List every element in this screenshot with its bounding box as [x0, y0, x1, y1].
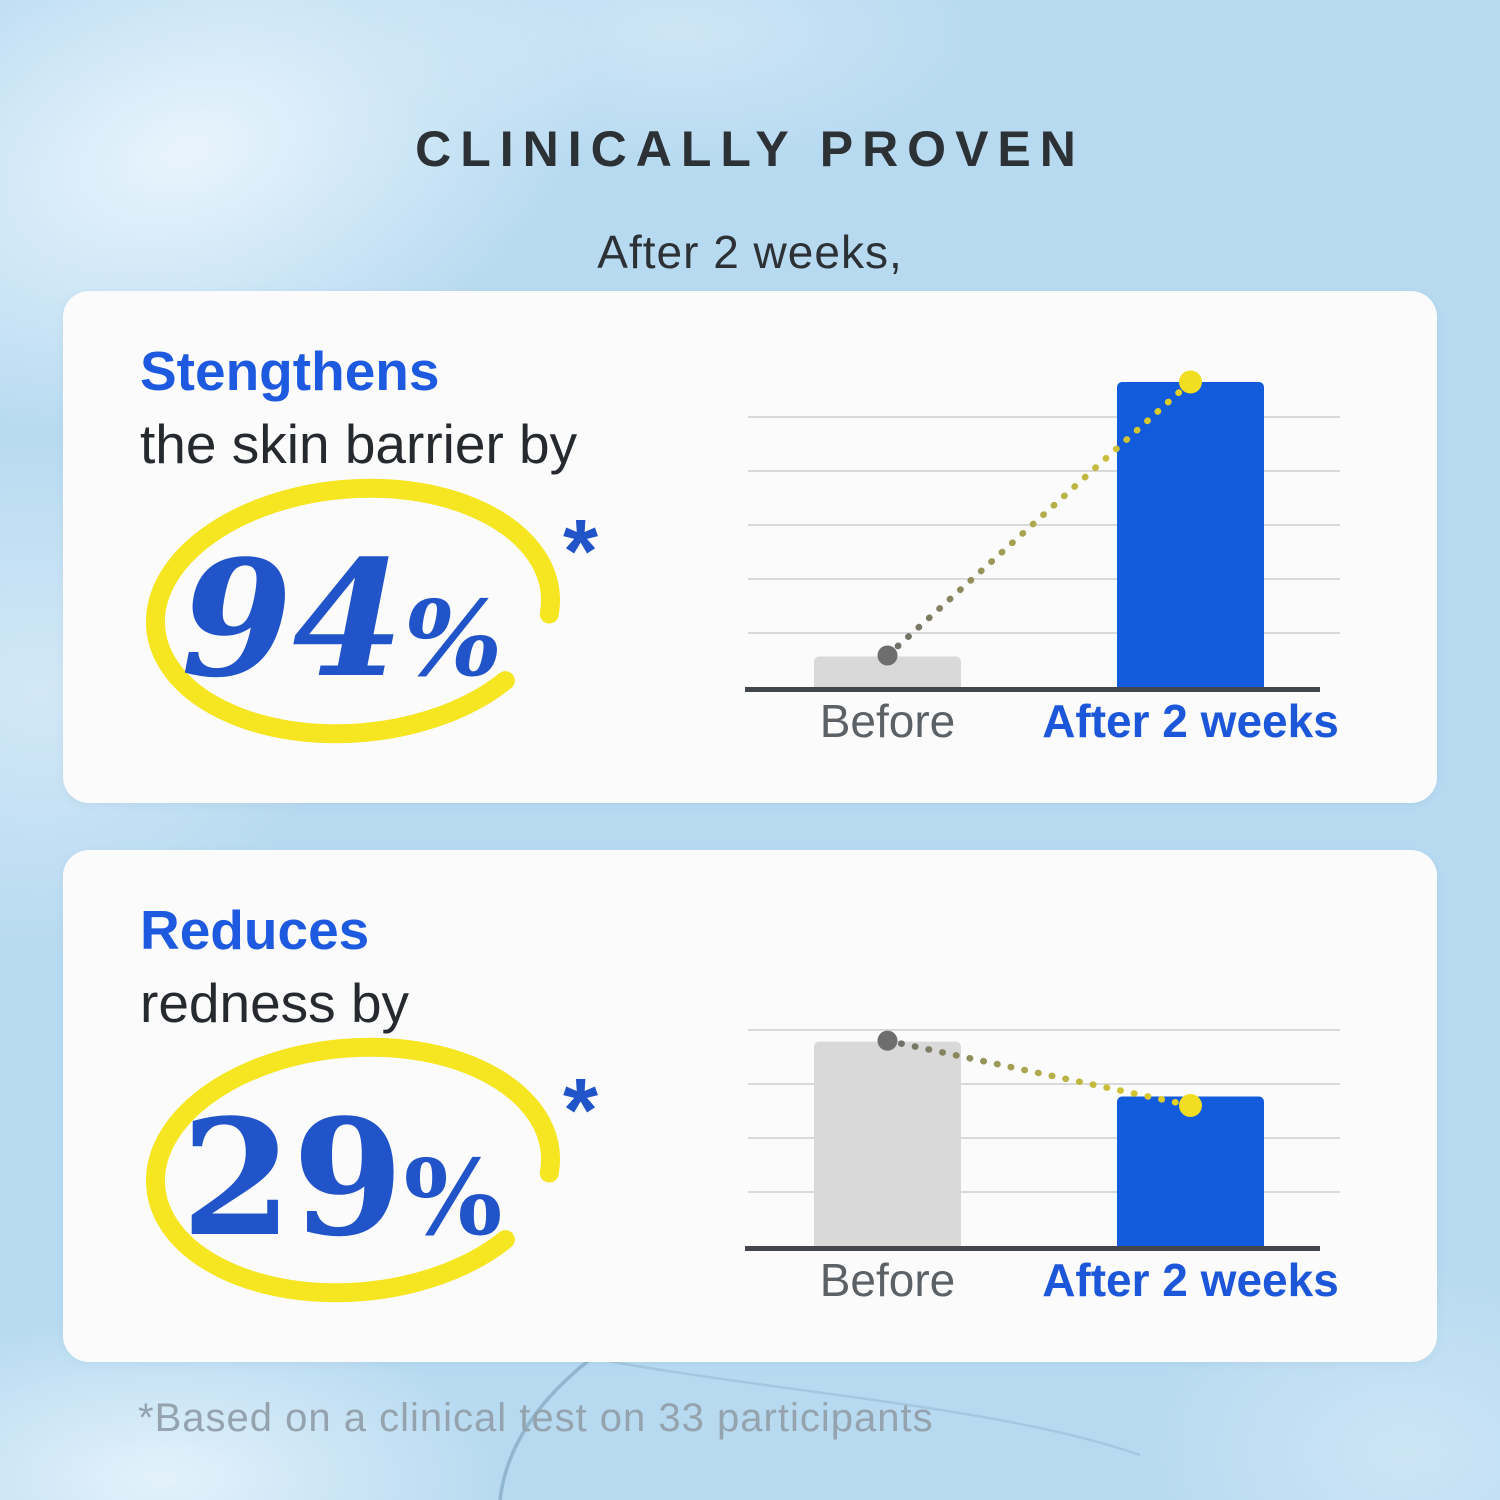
- trend-dotted-line: [884, 1037, 1194, 1109]
- category-label-before: Before: [820, 695, 956, 747]
- page-subtitle: After 2 weeks,: [597, 226, 903, 278]
- category-label-before: Before: [820, 1254, 956, 1306]
- trend-start-dot: [877, 1030, 898, 1051]
- hand-drawn-circle-highlight: [145, 1037, 561, 1303]
- card-redness: Reduces redness by 29% * Before After 2 w…: [63, 850, 1437, 1362]
- stat-asterisk: *: [563, 1061, 599, 1161]
- bar-chart-skin-barrier: Before After 2 weeks: [745, 370, 1340, 747]
- trend-start-dot: [877, 645, 898, 666]
- page-title: CLINICALLY PROVEN: [415, 121, 1085, 177]
- trend-end-dot: [1179, 1094, 1202, 1118]
- bar-before: [814, 656, 961, 692]
- category-label-after-2-weeks: After 2 weeks: [1042, 695, 1339, 747]
- card-headline: Stengthens the skin barrier by: [140, 335, 577, 481]
- stat-value: 29: [181, 1084, 404, 1272]
- bar-after-2-weeks: [1117, 1096, 1264, 1251]
- trend-end-dot: [1179, 370, 1202, 394]
- headline-rest: redness by: [140, 972, 410, 1035]
- hand-drawn-circle-highlight: [145, 478, 561, 744]
- stat-percentage: 29%: [181, 1098, 502, 1258]
- header: CLINICALLY PROVEN After 2 weeks,: [0, 122, 1500, 279]
- trend-dotted-line: [884, 378, 1194, 659]
- bar-chart-redness: Before After 2 weeks: [745, 1029, 1340, 1306]
- headline-accent: Reduces: [140, 899, 370, 961]
- card-headline: Reduces redness by: [140, 894, 409, 1040]
- footnote: *Based on a clinical test on 33 particip…: [138, 1396, 934, 1440]
- category-label-after-2-weeks: After 2 weeks: [1042, 1254, 1339, 1306]
- card-skin-barrier: Stengthens the skin barrier by 94% * Bef…: [63, 291, 1437, 803]
- stat-asterisk: *: [563, 502, 599, 602]
- stat-value: 94: [181, 525, 404, 713]
- headline-accent: Stengthens: [140, 340, 440, 402]
- stat-percentage: 94%: [181, 539, 502, 699]
- stat-unit: %: [403, 577, 503, 700]
- headline-rest: the skin barrier by: [140, 413, 578, 476]
- bar-before: [814, 1041, 961, 1251]
- bar-after-2-weeks: [1117, 382, 1264, 692]
- stat-unit: %: [403, 1136, 503, 1259]
